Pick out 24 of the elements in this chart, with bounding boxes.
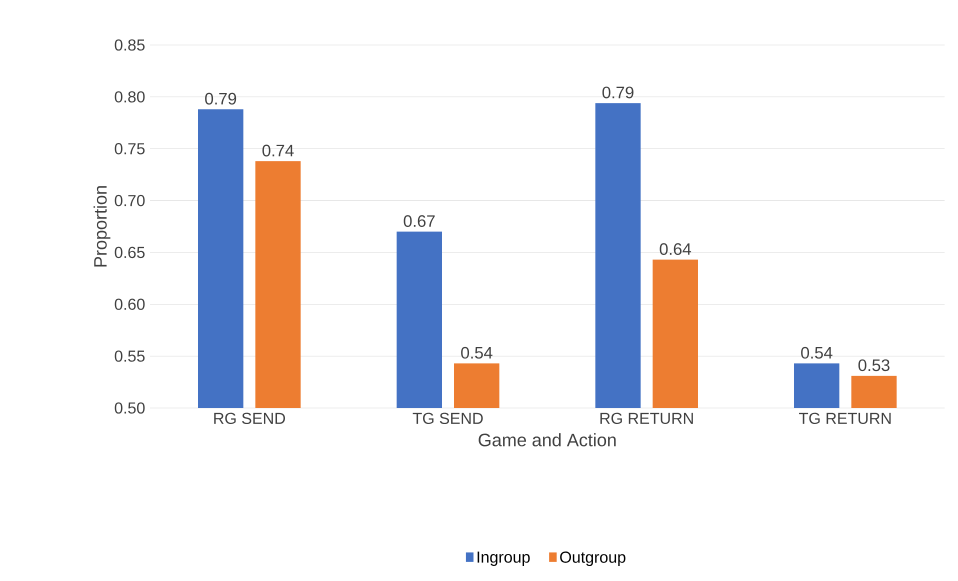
- x-tick-label: RG RETURN: [600, 412, 693, 424]
- data-label: 0.54: [801, 346, 832, 359]
- data-label: 0.54: [461, 346, 492, 359]
- text: 0.50: [114, 402, 145, 414]
- text: 0.85: [114, 39, 145, 51]
- x-axis-title: Game and Action: [478, 433, 616, 446]
- data-label: 0.79: [602, 86, 634, 98]
- text: 0.55: [114, 350, 145, 362]
- data-label: 0.74: [262, 144, 294, 156]
- text: 0.80: [114, 91, 145, 103]
- x-tick-label: TG RETURN: [799, 412, 891, 424]
- data-label: 0.53: [858, 359, 890, 372]
- text: 0.75: [114, 143, 145, 154]
- x-tick-label: RG SEND: [214, 412, 286, 424]
- y-axis-title: Proportion: [94, 186, 110, 267]
- text: 0.65: [114, 246, 145, 258]
- data-label: 0.64: [660, 243, 692, 255]
- legend-label: Ingroup: [478, 552, 530, 566]
- x-tick-label: TG SEND: [412, 412, 483, 424]
- data-label: 0.67: [404, 215, 435, 227]
- data-label: 0.79: [205, 92, 236, 105]
- text: 0.60: [114, 298, 145, 310]
- legend-label: Outgroup: [560, 552, 626, 566]
- text: 0.70: [114, 194, 145, 206]
